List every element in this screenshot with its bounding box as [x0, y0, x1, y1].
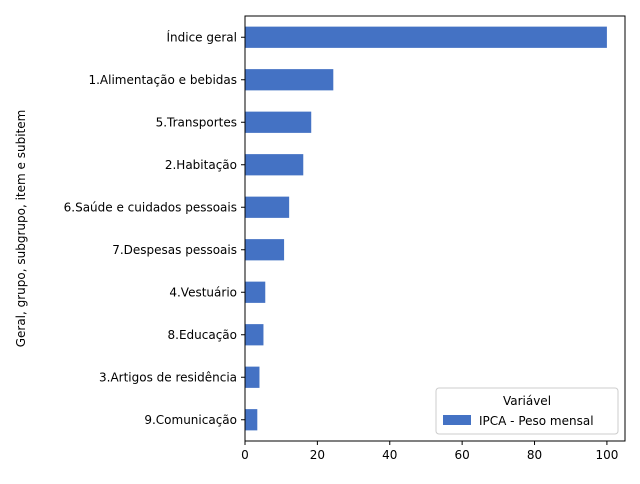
y-tick-label: 9.Comunicação	[144, 413, 237, 427]
x-tick-label: 100	[595, 448, 618, 462]
x-ticks: 0 20 40 60 80 100	[241, 441, 618, 462]
plot-frame	[244, 15, 626, 442]
y-tick-label: 5.Transportes	[156, 115, 237, 129]
bar	[245, 239, 285, 261]
y-tick-label: 8.Educação	[168, 328, 238, 342]
bar	[245, 69, 334, 91]
legend-box	[435, 387, 619, 435]
bars-layer	[245, 26, 607, 431]
y-tick-label: 4.Vestuário	[169, 285, 237, 299]
y-tick-label: 7.Despesas pessoais	[112, 243, 237, 257]
x-tick-label: 20	[310, 448, 325, 462]
bar	[245, 196, 290, 218]
x-tick-label: 0	[241, 448, 249, 462]
y-tick-label: 2.Habitação	[165, 158, 237, 172]
bar	[245, 366, 260, 388]
y-tick-label: Índice geral	[166, 29, 237, 44]
legend: Variável IPCA - Peso mensal	[435, 387, 619, 435]
bar	[245, 111, 312, 133]
y-tick-label: 3.Artigos de residência	[99, 370, 237, 384]
legend-series-label: IPCA - Peso mensal	[479, 414, 594, 428]
x-tick-label: 40	[382, 448, 397, 462]
y-tick-label: 1.Alimentação e bebidas	[88, 73, 237, 87]
legend-swatch	[443, 415, 471, 425]
y-axis-label: Geral, grupo, subgrupo, item e subitem	[14, 110, 28, 348]
bar	[245, 409, 258, 431]
bar	[245, 154, 304, 176]
bar	[245, 26, 607, 48]
bar	[245, 281, 266, 303]
y-ticks: Índice geral 1.Alimentação e bebidas 5.Tra…	[64, 29, 245, 427]
x-tick-label: 60	[455, 448, 470, 462]
legend-title: Variável	[503, 394, 551, 408]
x-tick-label: 80	[527, 448, 542, 462]
y-tick-label: 6.Saúde e cuidados pessoais	[64, 200, 237, 214]
bar	[245, 324, 264, 346]
